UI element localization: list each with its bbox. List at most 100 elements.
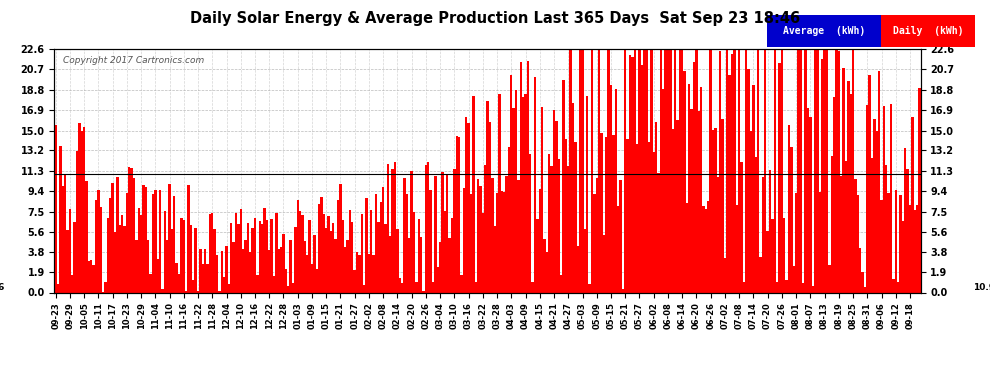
Bar [168, 184, 170, 292]
Bar [54, 125, 56, 292]
Bar [724, 258, 726, 292]
Bar [773, 49, 776, 292]
Bar [731, 54, 734, 292]
Bar [674, 49, 676, 292]
Bar [64, 175, 66, 292]
Bar [71, 275, 73, 292]
Bar [707, 201, 710, 292]
Bar [328, 216, 330, 292]
Bar [897, 282, 899, 292]
Bar [342, 220, 344, 292]
Bar [401, 283, 403, 292]
Bar [632, 57, 634, 292]
Bar [444, 211, 446, 292]
Bar [119, 225, 121, 292]
Bar [133, 178, 136, 292]
Bar [491, 178, 493, 292]
Bar [358, 255, 360, 292]
Bar [754, 157, 757, 292]
Bar [479, 186, 482, 292]
Bar [645, 49, 647, 292]
Bar [185, 291, 187, 292]
Bar [158, 190, 161, 292]
Bar [323, 214, 325, 292]
Bar [467, 123, 470, 292]
Bar [831, 156, 833, 292]
Bar [764, 50, 766, 292]
Bar [273, 276, 275, 292]
Bar [545, 252, 548, 292]
Bar [161, 290, 163, 292]
Bar [712, 130, 714, 292]
Bar [527, 62, 529, 292]
Bar [569, 49, 572, 292]
Bar [147, 240, 149, 292]
Bar [202, 264, 204, 292]
Bar [335, 239, 337, 292]
Bar [209, 214, 211, 292]
Bar [330, 231, 332, 292]
Bar [432, 282, 435, 292]
Bar [270, 219, 273, 292]
Bar [714, 128, 717, 292]
Bar [379, 202, 382, 292]
Bar [688, 84, 690, 292]
Bar [180, 217, 182, 292]
Bar [907, 169, 909, 292]
Bar [320, 197, 323, 292]
Bar [788, 125, 790, 292]
Bar [367, 254, 370, 292]
Bar [124, 226, 126, 292]
Bar [216, 255, 218, 292]
Bar [849, 94, 851, 292]
Bar [61, 186, 64, 292]
Bar [197, 291, 199, 292]
Bar [761, 177, 764, 292]
Bar [59, 146, 61, 292]
Bar [859, 248, 861, 292]
Bar [880, 200, 883, 292]
Bar [496, 193, 498, 292]
Bar [66, 230, 68, 292]
Bar [458, 137, 460, 292]
Bar [56, 284, 59, 292]
Bar [245, 240, 247, 292]
Bar [861, 272, 863, 292]
Bar [425, 165, 427, 292]
Bar [238, 224, 240, 292]
Bar [88, 261, 90, 292]
Bar [629, 55, 632, 292]
Bar [892, 279, 895, 292]
Bar [399, 278, 401, 292]
Bar [603, 236, 605, 292]
Bar [591, 49, 593, 292]
Bar [337, 200, 340, 292]
Bar [427, 162, 430, 292]
Bar [477, 179, 479, 292]
Bar [437, 267, 439, 292]
Bar [140, 215, 143, 292]
Bar [223, 277, 226, 292]
Bar [109, 198, 112, 292]
Text: +10.946: +10.946 [0, 283, 4, 292]
Bar [515, 90, 517, 292]
Bar [508, 147, 510, 292]
Bar [90, 260, 92, 292]
Bar [377, 222, 379, 292]
Bar [729, 75, 731, 292]
Bar [863, 287, 866, 292]
Bar [446, 175, 448, 292]
Bar [902, 221, 904, 292]
Bar [503, 192, 505, 292]
Bar [700, 87, 702, 292]
Bar [838, 51, 840, 292]
Bar [552, 110, 555, 292]
Bar [453, 169, 455, 292]
Bar [636, 144, 639, 292]
Bar [92, 265, 95, 292]
Bar [781, 49, 783, 292]
Bar [256, 275, 258, 292]
Bar [686, 203, 688, 292]
Bar [156, 259, 158, 292]
Bar [802, 284, 805, 292]
